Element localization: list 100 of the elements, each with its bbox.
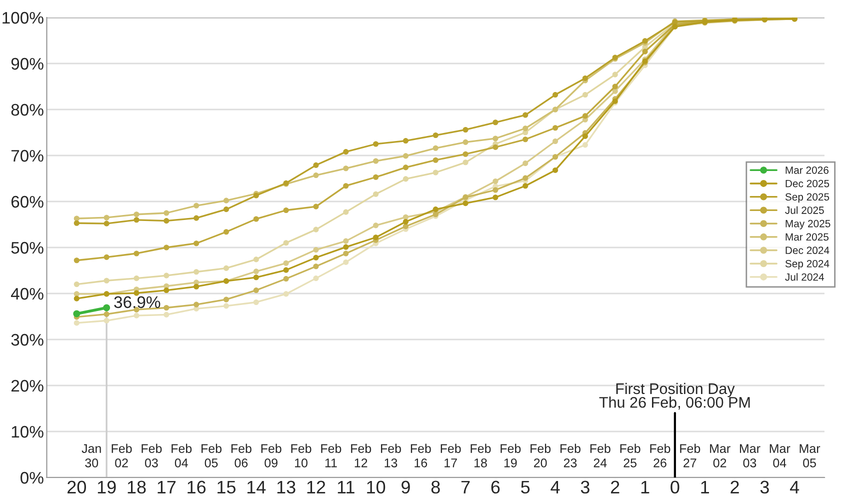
point — [402, 153, 408, 159]
point — [194, 302, 200, 308]
point — [253, 299, 259, 306]
point — [343, 209, 349, 215]
point — [74, 296, 80, 302]
point — [73, 310, 80, 318]
point — [134, 312, 140, 318]
legend-label: Dec 2024 — [786, 246, 830, 254]
annotation: Feb 02 — [112, 444, 132, 468]
x-tick-label: 3 — [760, 480, 769, 494]
x-tick-label: 14 — [247, 480, 266, 494]
point — [432, 170, 438, 176]
point — [164, 210, 170, 216]
point — [552, 125, 558, 131]
x-tick-label: 15 — [218, 480, 236, 494]
point — [134, 217, 140, 223]
point — [223, 229, 230, 235]
point — [492, 187, 498, 193]
point — [462, 139, 468, 145]
point — [164, 272, 170, 278]
annotation: Feb 10 — [291, 444, 312, 468]
point — [74, 220, 80, 226]
point — [522, 183, 528, 189]
point — [74, 216, 80, 222]
y-tick-label: 40% — [11, 288, 44, 300]
point — [134, 290, 140, 296]
point — [642, 48, 648, 54]
point — [582, 92, 588, 98]
point — [313, 226, 319, 232]
y-tick-label: 10% — [12, 426, 44, 438]
point — [552, 92, 558, 98]
x-tick-label: 2 — [730, 480, 739, 494]
point — [283, 207, 289, 214]
point — [522, 175, 528, 181]
x-tick-label: 11 — [338, 480, 354, 494]
annotation: Feb 24 — [590, 444, 610, 468]
point — [373, 141, 379, 147]
annotation: Feb 23 — [560, 444, 580, 468]
point — [313, 172, 319, 178]
point — [432, 132, 438, 138]
point — [104, 318, 110, 324]
x-tick-label: 13 — [277, 480, 296, 494]
annotation: Mar 03 — [740, 444, 760, 468]
point — [253, 288, 259, 294]
point — [402, 224, 408, 230]
point — [104, 278, 110, 284]
y-tick-label: 60% — [11, 196, 44, 208]
y-tick-label: 30% — [11, 334, 44, 346]
legend-label: Sep 2024 — [785, 260, 830, 270]
x-tick-label: 9 — [402, 480, 410, 494]
annotation: Feb 25 — [620, 444, 640, 468]
point — [223, 265, 230, 271]
point — [522, 126, 528, 132]
x-tick-label: 1 — [701, 480, 709, 494]
annotation: Mar 05 — [800, 444, 820, 468]
point — [373, 174, 379, 180]
point — [134, 276, 140, 282]
legend-label: Dec 2025 — [786, 180, 830, 188]
x-tick-label: 18 — [128, 480, 146, 494]
x-tick-label: 4 — [550, 480, 560, 494]
x-tick-label: 4 — [790, 480, 800, 494]
point — [432, 145, 438, 151]
point — [194, 269, 200, 275]
annotation: Feb 12 — [351, 444, 372, 468]
point — [103, 304, 110, 312]
legend-label: Jul 2024 — [785, 273, 824, 281]
point — [612, 72, 618, 78]
x-tick-label: 17 — [158, 480, 176, 494]
point — [343, 259, 349, 265]
x-tick-label: 1 — [641, 480, 650, 494]
point — [492, 144, 498, 150]
point — [343, 238, 349, 244]
point — [134, 212, 140, 218]
point — [582, 142, 588, 148]
x-tick-label: 20 — [68, 480, 86, 494]
point — [402, 164, 408, 170]
point — [74, 282, 80, 288]
point — [74, 258, 80, 264]
y-tick-label: 80% — [11, 104, 44, 116]
point — [462, 151, 468, 157]
point — [164, 244, 170, 250]
annotation: Feb 26 — [650, 444, 670, 468]
point — [402, 138, 408, 144]
point — [253, 274, 259, 280]
point — [402, 176, 408, 182]
legend-label: May 2025 — [786, 220, 830, 230]
point — [462, 126, 468, 133]
point — [283, 240, 289, 246]
point — [492, 136, 498, 142]
point — [343, 183, 349, 189]
annotation: Feb 17 — [440, 444, 461, 468]
annotation: Feb 13 — [381, 444, 401, 468]
x-tick-label: 10 — [367, 480, 386, 494]
point — [373, 191, 379, 197]
point — [522, 112, 528, 118]
point — [373, 222, 379, 228]
point — [582, 113, 588, 119]
point — [223, 303, 230, 309]
point — [582, 133, 588, 139]
point — [104, 220, 110, 226]
